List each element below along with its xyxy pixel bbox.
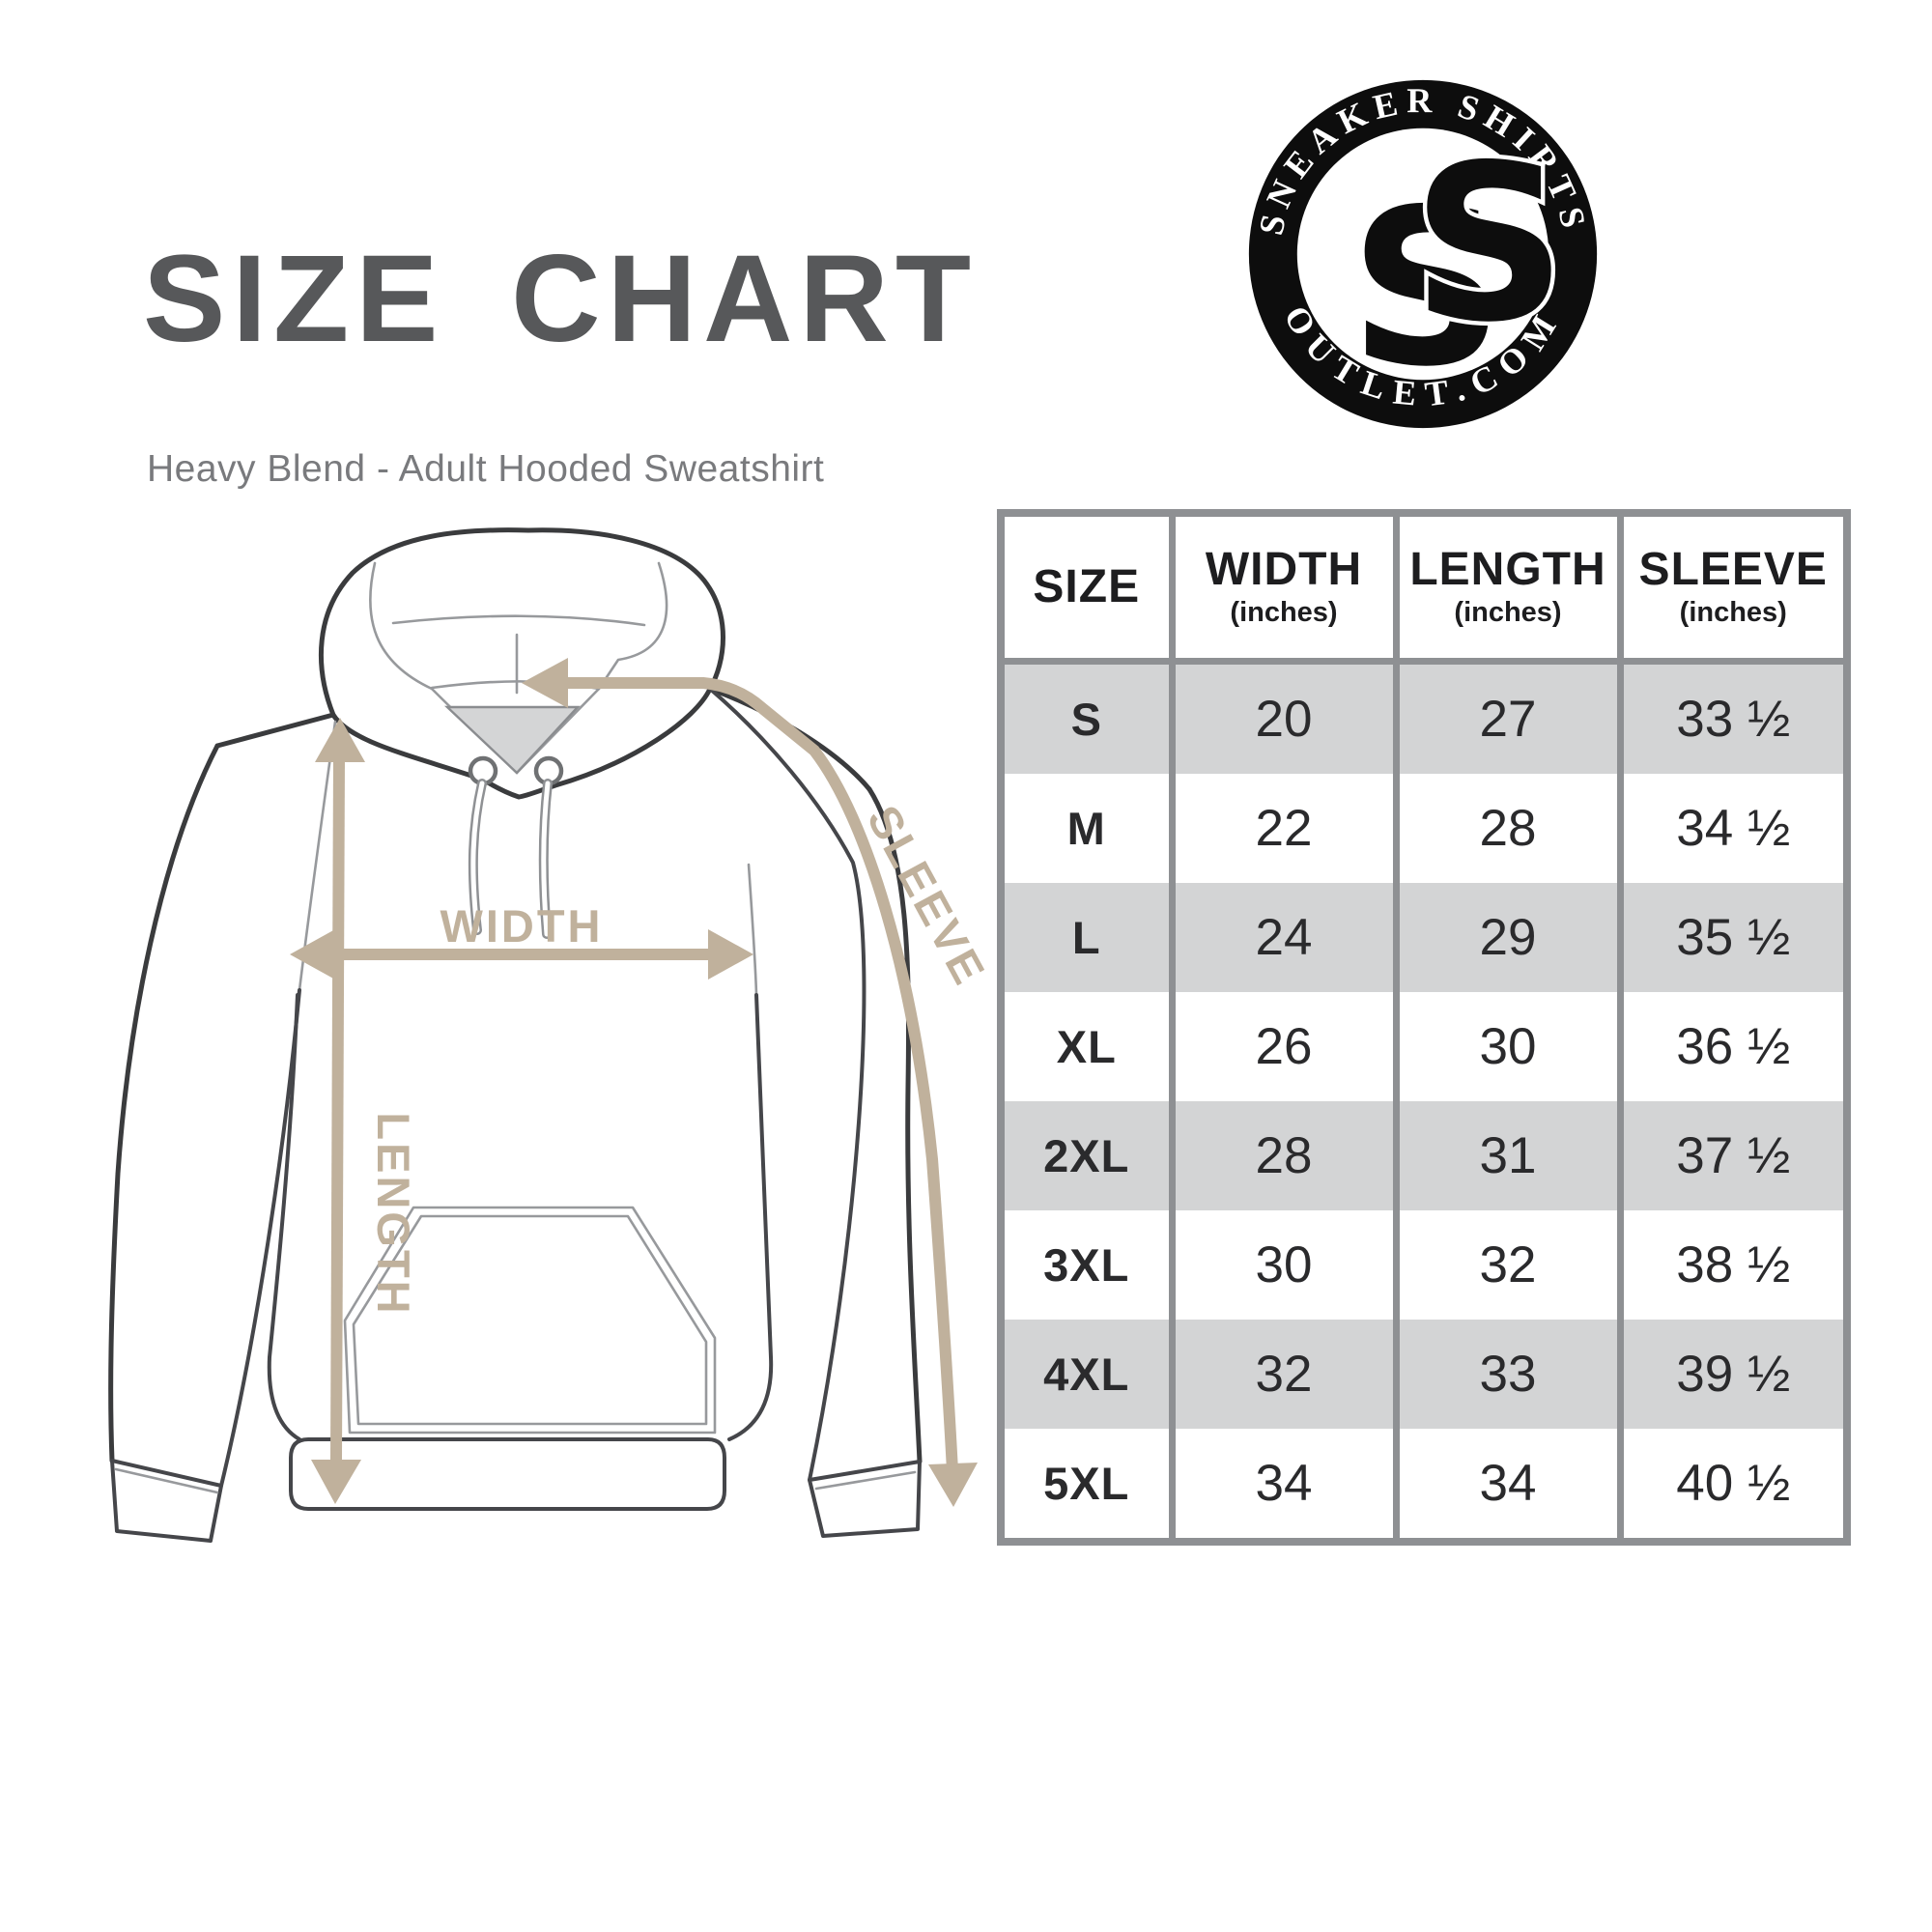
page-subtitle: Heavy Blend - Adult Hooded Sweatshirt xyxy=(147,448,825,490)
length-arrow: LENGTH xyxy=(311,718,419,1504)
page-title: SIZE CHART xyxy=(143,230,978,368)
col-header-size: SIZE xyxy=(997,509,1176,665)
svg-text:S: S xyxy=(1411,119,1567,370)
logo-ss-monogram-icon: S S xyxy=(1345,114,1571,418)
left-cuff-seam xyxy=(114,1467,219,1494)
table-row: 5XL 34 34 40 ½ xyxy=(997,1429,1851,1542)
table-row: M 22 28 34 ½ xyxy=(997,774,1851,883)
left-cuff xyxy=(110,1459,223,1543)
size-table: SIZE WIDTH (inches) LENGTH (inches) SLEE… xyxy=(997,509,1851,1546)
col-header-width: WIDTH (inches) xyxy=(1168,509,1400,665)
right-sleeve-inner xyxy=(708,687,867,1482)
body-left-edge xyxy=(267,993,301,1441)
hood-outline xyxy=(318,527,725,800)
table-row: 3XL 30 32 38 ½ xyxy=(997,1210,1851,1320)
right-sleeve-outer xyxy=(867,786,923,1464)
col-header-sleeve: SLEEVE (inches) xyxy=(1616,509,1851,665)
brand-logo: SNEAKER SHIRTS OUTLET.COM S S xyxy=(1248,79,1598,429)
length-label: LENGTH xyxy=(368,1112,419,1316)
neck-triangle xyxy=(443,705,581,775)
table-row: 4XL 32 33 39 ½ xyxy=(997,1320,1851,1429)
table-row: 2XL 28 31 37 ½ xyxy=(997,1101,1851,1210)
col-header-length: LENGTH (inches) xyxy=(1392,509,1624,665)
table-row: L 24 29 35 ½ xyxy=(997,883,1851,992)
left-shoulder-line xyxy=(214,712,336,749)
hem-band xyxy=(289,1437,726,1511)
left-sleeve-inner xyxy=(219,988,301,1488)
logo-inner-disc xyxy=(1296,128,1549,381)
right-shoulder-line xyxy=(707,686,872,792)
hood-inner-seams xyxy=(369,561,668,775)
body-right-edge xyxy=(727,993,774,1441)
width-label: WIDTH xyxy=(440,900,603,952)
width-arrow: WIDTH xyxy=(290,900,753,980)
hoodie-measurement-diagram: WIDTH LENGTH SLEEVE xyxy=(108,527,996,1543)
right-cuff-seam xyxy=(814,1470,917,1491)
table-row: S 20 27 33 ½ xyxy=(997,661,1851,774)
drawstrings xyxy=(468,755,564,939)
left-sleeve-outer xyxy=(108,743,220,1463)
right-cuff xyxy=(808,1460,922,1538)
table-row: XL 26 30 36 ½ xyxy=(997,992,1851,1101)
kangaroo-pocket xyxy=(343,1206,717,1435)
right-armhole-seam xyxy=(747,863,758,997)
svg-text:S: S xyxy=(1350,163,1505,414)
size-table-header-row: SIZE WIDTH (inches) LENGTH (inches) SLEE… xyxy=(997,509,1851,665)
